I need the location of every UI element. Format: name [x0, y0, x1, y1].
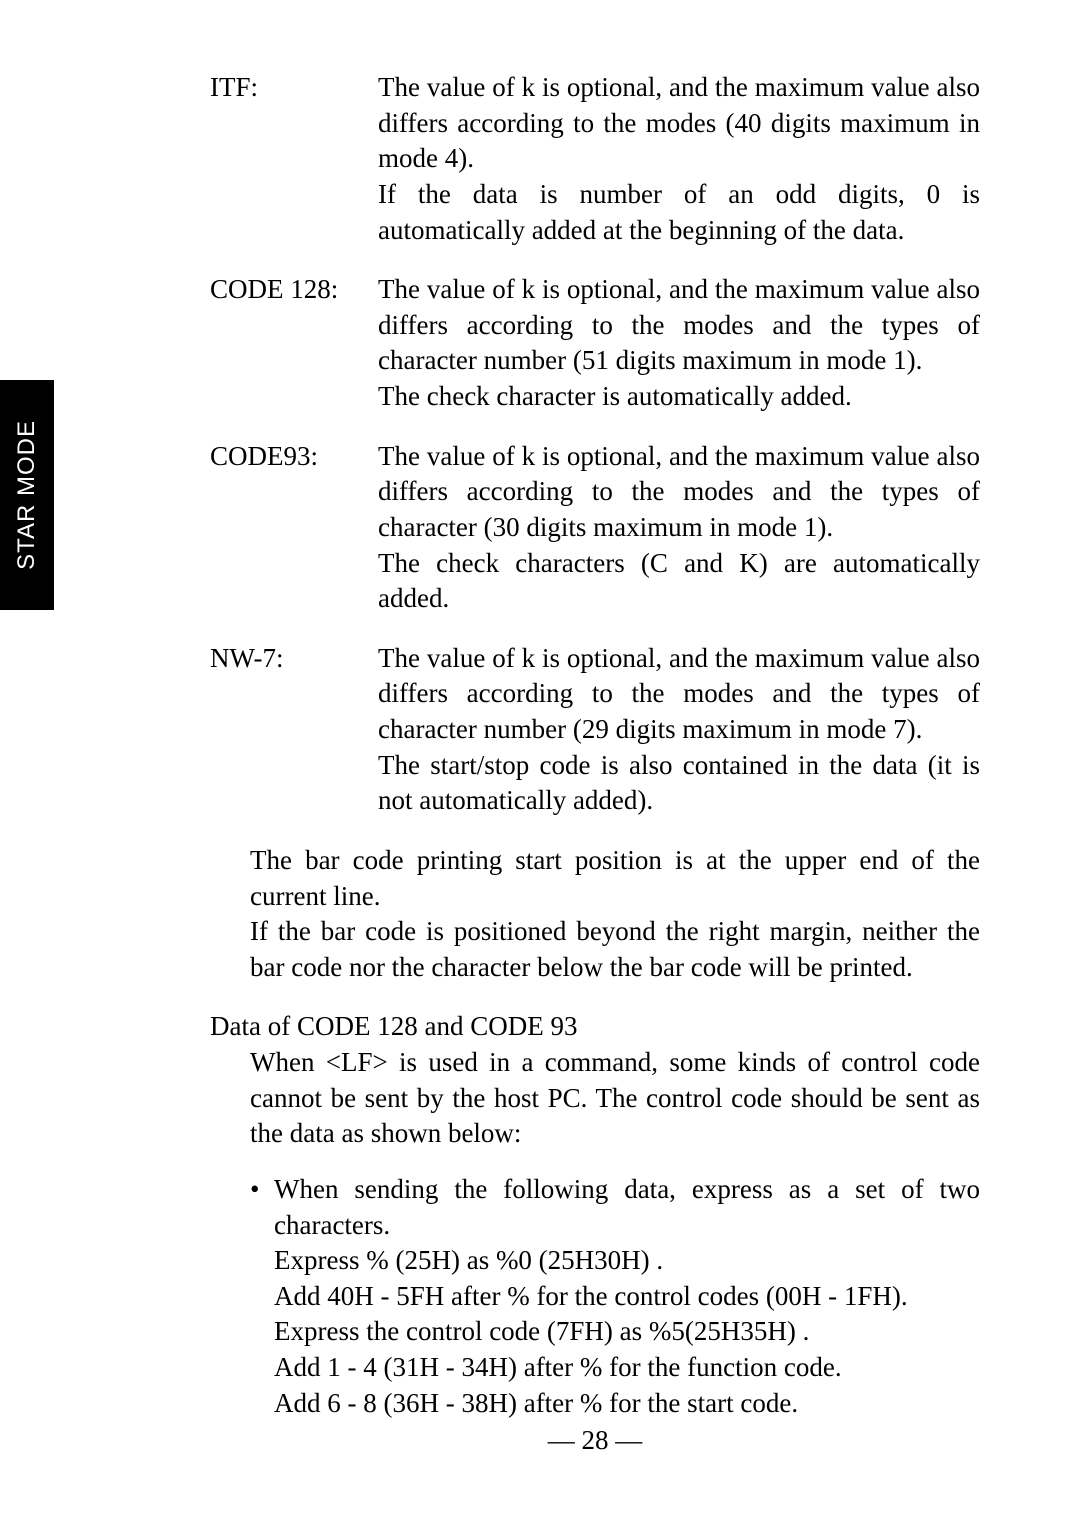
def-body-p2: The check characters (C and K) are autom… — [378, 546, 980, 617]
bullet-line: Add 6 - 8 (36H - 38H) after % for the st… — [274, 1386, 980, 1422]
def-label: CODE93: — [210, 439, 378, 617]
sub-paragraph: When <LF> is used in a command, some kin… — [210, 1045, 980, 1152]
def-body: The value of k is optional, and the maxi… — [378, 439, 980, 617]
def-code128: CODE 128: The value of k is optional, an… — [210, 272, 980, 415]
def-body-p2: The start/stop code is also contained in… — [378, 748, 980, 819]
bullet-block: • When sending the following data, expre… — [210, 1172, 980, 1421]
def-body-p1: The value of k is optional, and the maxi… — [378, 641, 980, 748]
side-tab-label: STAR MODE — [13, 420, 41, 570]
section-heading: Data of CODE 128 and CODE 93 — [210, 1009, 980, 1045]
def-label: ITF: — [210, 70, 378, 248]
def-body: The value of k is optional, and the maxi… — [378, 272, 980, 415]
para-line: The bar code printing start position is … — [250, 843, 980, 914]
def-code93: CODE93: The value of k is optional, and … — [210, 439, 980, 617]
bullet-text: When sending the following data, express… — [274, 1172, 980, 1243]
bullet-lines: Express % (25H) as %0 (25H30H) . Add 40H… — [250, 1243, 980, 1421]
def-body: The value of k is optional, and the maxi… — [378, 70, 980, 248]
bullet-marker: • — [250, 1172, 274, 1243]
page-number: — 28 — — [210, 1423, 980, 1459]
def-nw7: NW-7: The value of k is optional, and th… — [210, 641, 980, 819]
def-label: CODE 128: — [210, 272, 378, 415]
def-body-p1: The value of k is optional, and the maxi… — [378, 272, 980, 379]
def-body-p1: The value of k is optional, and the maxi… — [378, 439, 980, 546]
page-content: ITF: The value of k is optional, and the… — [210, 70, 980, 1459]
def-itf: ITF: The value of k is optional, and the… — [210, 70, 980, 248]
def-body-p2: The check character is automatically add… — [378, 379, 980, 415]
def-body-p1: The value of k is optional, and the maxi… — [378, 70, 980, 177]
para-line: If the bar code is positioned beyond the… — [250, 914, 980, 985]
def-body-p2: If the data is number of an odd digits, … — [378, 177, 980, 248]
bullet-line: Express % (25H) as %0 (25H30H) . — [274, 1243, 980, 1279]
side-tab: STAR MODE — [0, 380, 54, 610]
bullet-line: Add 1 - 4 (31H - 34H) after % for the fu… — [274, 1350, 980, 1386]
bullet-line: Add 40H - 5FH after % for the control co… — [274, 1279, 980, 1315]
bullet-item: • When sending the following data, expre… — [250, 1172, 980, 1243]
bullet-line: Express the control code (7FH) as %5(25H… — [274, 1314, 980, 1350]
def-label: NW-7: — [210, 641, 378, 819]
def-body: The value of k is optional, and the maxi… — [378, 641, 980, 819]
paragraph: The bar code printing start position is … — [210, 843, 980, 986]
